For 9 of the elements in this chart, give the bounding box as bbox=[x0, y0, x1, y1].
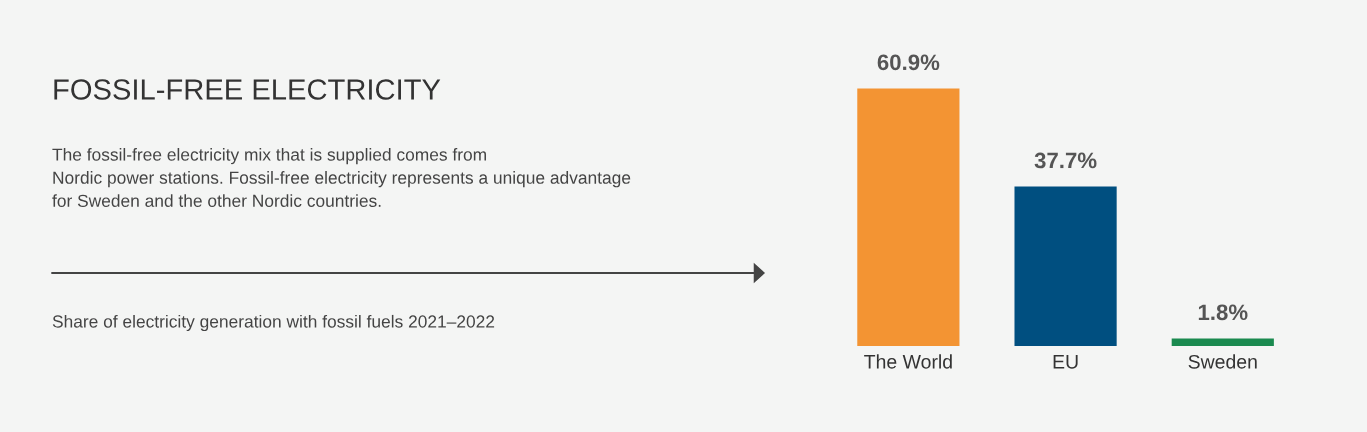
data-label: 37.7% bbox=[1034, 152, 1097, 169]
data-label: 60.9% bbox=[877, 54, 940, 71]
text: Share of electricity generation with fossil fuels 2021–2022 bbox=[52, 314, 495, 332]
x-tick-label: EU bbox=[1053, 355, 1078, 369]
x-tick-label: The World bbox=[864, 354, 952, 369]
x-tick-label: Sweden bbox=[1188, 354, 1257, 369]
text: The fossil-free electricity mix that is supplied comes from Nordic power stations. Fossil-free electricity represents a unique advantage for Sweden and the other Nordic countries. bbox=[52, 148, 631, 207]
data-label: 1.8% bbox=[1198, 304, 1248, 321]
text: FOSSIL-FREE ELECTRICITY bbox=[54, 79, 441, 100]
